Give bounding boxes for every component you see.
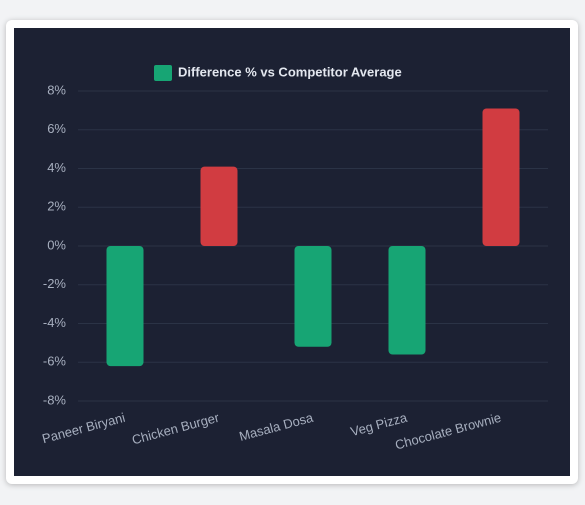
y-tick-label: -6% bbox=[43, 354, 67, 369]
y-tick-label: -8% bbox=[43, 392, 67, 407]
bar bbox=[106, 246, 144, 367]
y-tick-label: 6% bbox=[47, 121, 66, 136]
bar bbox=[200, 166, 238, 246]
y-tick-label: 2% bbox=[47, 199, 66, 214]
x-tick-label: Masala Dosa bbox=[237, 410, 315, 444]
x-tick-label: Veg Pizza bbox=[349, 410, 409, 440]
x-tick-label: Paneer Biryani bbox=[40, 410, 126, 447]
y-tick-label: -4% bbox=[43, 315, 67, 330]
frame bbox=[6, 20, 578, 484]
y-tick-label: 8% bbox=[47, 82, 66, 97]
legend-label: Difference % vs Competitor Average bbox=[178, 64, 402, 79]
bar bbox=[388, 246, 426, 355]
y-tick-label: 4% bbox=[47, 160, 66, 175]
bar bbox=[482, 108, 520, 246]
legend-swatch bbox=[154, 65, 172, 81]
y-tick-label: -2% bbox=[43, 276, 67, 291]
x-tick-label: Chicken Burger bbox=[130, 410, 221, 448]
bar bbox=[294, 246, 332, 347]
x-tick-label: Chocolate Brownie bbox=[393, 410, 502, 453]
y-tick-label: 0% bbox=[47, 237, 66, 252]
